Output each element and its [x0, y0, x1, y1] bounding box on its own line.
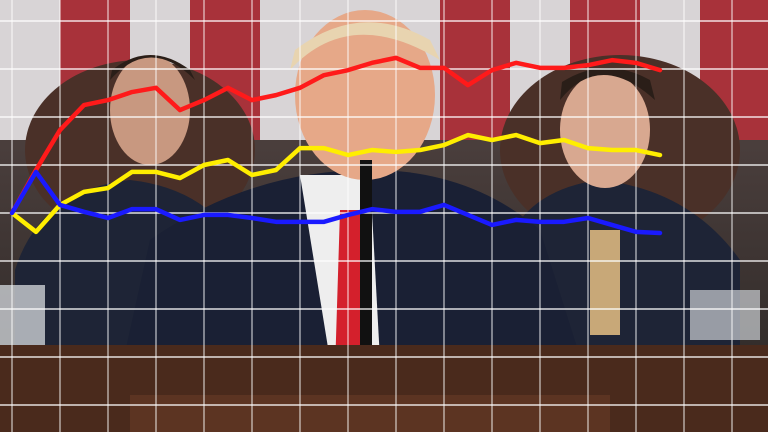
data-line	[9, 55, 663, 216]
data-line	[9, 169, 663, 236]
plot-lines	[9, 55, 663, 236]
data-line	[9, 132, 663, 235]
